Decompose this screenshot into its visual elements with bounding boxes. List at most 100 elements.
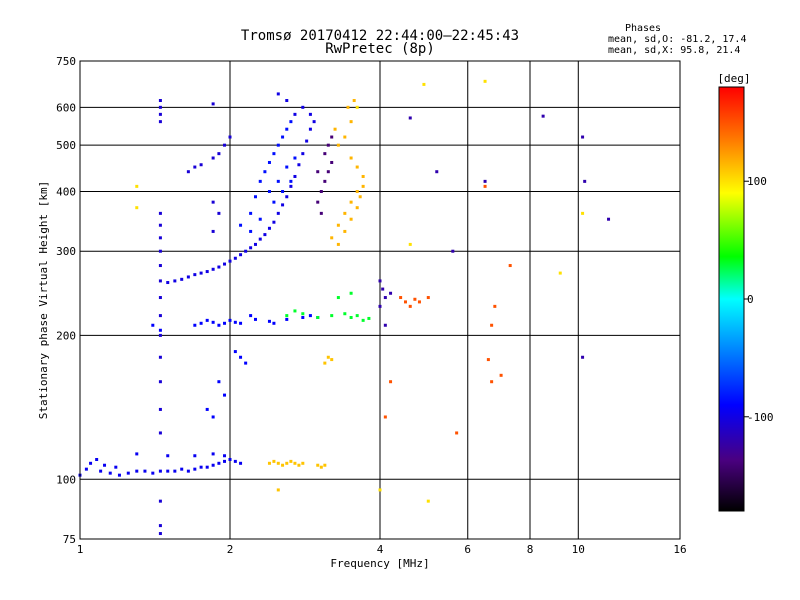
data-point (193, 454, 197, 458)
data-point (276, 179, 280, 183)
data-point (263, 170, 267, 174)
data-point (211, 102, 215, 106)
legend-line-x: mean, sd,X: 95.8, 21.4 (608, 45, 740, 56)
data-point (135, 452, 139, 456)
data-point (239, 253, 243, 257)
data-point (349, 120, 353, 124)
data-point (158, 333, 162, 337)
data-point (158, 296, 162, 300)
data-point (272, 321, 276, 325)
data-point (399, 296, 403, 300)
data-point (143, 469, 147, 473)
data-point (258, 217, 262, 221)
data-point (199, 321, 203, 325)
data-point (378, 279, 382, 283)
data-point (186, 469, 190, 473)
data-point (267, 160, 271, 164)
data-points (78, 79, 611, 536)
data-point (211, 156, 215, 160)
data-point (312, 120, 316, 124)
legend-title: Phases (625, 23, 661, 34)
data-point (158, 264, 162, 268)
data-point (378, 488, 382, 492)
data-point (158, 532, 162, 536)
data-point (95, 457, 99, 461)
data-point (205, 270, 209, 274)
data-point (301, 152, 305, 156)
data-point (349, 217, 353, 221)
data-point (490, 323, 494, 327)
data-point (355, 206, 359, 210)
data-point (383, 415, 387, 419)
data-point (239, 461, 243, 465)
data-point (289, 184, 293, 188)
data-point (217, 211, 221, 215)
data-point (276, 92, 280, 96)
data-point (158, 105, 162, 109)
data-point (99, 469, 103, 473)
data-point (276, 461, 280, 465)
chart-subtitle: RwPretec (8p) (325, 41, 435, 57)
data-point (483, 184, 487, 188)
data-point (211, 463, 215, 467)
x-tick-label: 2 (227, 543, 234, 556)
y-tick-label: 500 (56, 139, 76, 152)
data-point (253, 317, 257, 321)
data-point (158, 223, 162, 227)
data-point (158, 431, 162, 435)
data-point (330, 135, 334, 139)
chart-title: Tromsø 20170412 22:44:00–22:45:43 (241, 28, 519, 44)
data-point (233, 459, 237, 463)
data-point (114, 465, 118, 469)
data-point (426, 296, 430, 300)
data-point (199, 465, 203, 469)
data-point (281, 135, 285, 139)
data-point (323, 179, 327, 183)
data-point (158, 279, 162, 283)
data-point (258, 179, 262, 183)
x-tick-label: 10 (572, 543, 585, 556)
data-point (272, 200, 276, 204)
data-point (276, 211, 280, 215)
data-point (249, 229, 253, 233)
data-point (276, 143, 280, 147)
data-point (103, 463, 107, 467)
data-point (455, 431, 459, 435)
data-point (211, 452, 215, 456)
data-point (319, 211, 323, 215)
data-point (326, 143, 330, 147)
data-point (330, 160, 334, 164)
data-point (281, 203, 285, 207)
data-point (249, 314, 253, 318)
data-point (211, 200, 215, 204)
data-point (336, 296, 340, 300)
y-tick-label: 75 (63, 533, 76, 546)
data-point (158, 236, 162, 240)
data-point (249, 246, 253, 250)
data-point (158, 112, 162, 116)
data-point (361, 174, 365, 178)
data-point (233, 320, 237, 324)
data-point (293, 156, 297, 160)
data-point (217, 265, 221, 269)
data-point (84, 467, 88, 471)
data-point (422, 82, 426, 86)
data-point (223, 454, 227, 458)
data-point (378, 304, 382, 308)
data-point (355, 105, 359, 109)
colorbar-tick-label: 0 (747, 293, 754, 306)
data-point (417, 300, 421, 304)
data-point (223, 143, 227, 147)
data-point (253, 195, 257, 199)
data-point (493, 304, 497, 308)
plot-frame (79, 60, 681, 540)
data-point (346, 105, 350, 109)
data-point (267, 226, 271, 230)
data-point (158, 355, 162, 359)
data-point (323, 152, 327, 156)
x-axis-label: Frequency [MHz] (330, 557, 429, 570)
data-point (316, 315, 320, 319)
data-point (326, 170, 330, 174)
data-point (186, 275, 190, 279)
data-point (166, 454, 170, 458)
